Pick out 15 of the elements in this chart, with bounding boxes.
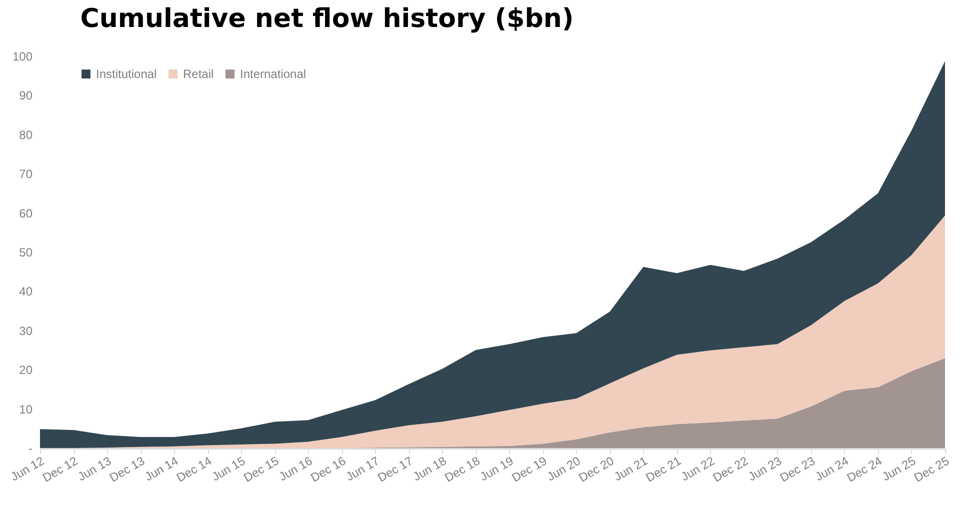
y-tick-label: 20 [19,363,33,378]
y-tick-label: 70 [19,167,33,182]
y-tick-label: 10 [19,402,33,416]
y-tick-label: 50 [19,246,33,260]
legend-label: Retail [183,67,214,81]
chart-title: Cumulative net flow history ($bn) [80,4,574,34]
legend-label: International [240,67,306,81]
y-tick-label: 40 [19,284,33,299]
y-tick-label: 30 [19,324,33,338]
y-tick-label: 60 [19,206,33,220]
y-tick-label: 100 [12,50,33,64]
legend-label: Institutional [96,67,157,81]
y-tick-label: 80 [19,128,33,142]
y-tick-label: - [28,442,32,456]
y-tick-label: 90 [19,88,33,103]
